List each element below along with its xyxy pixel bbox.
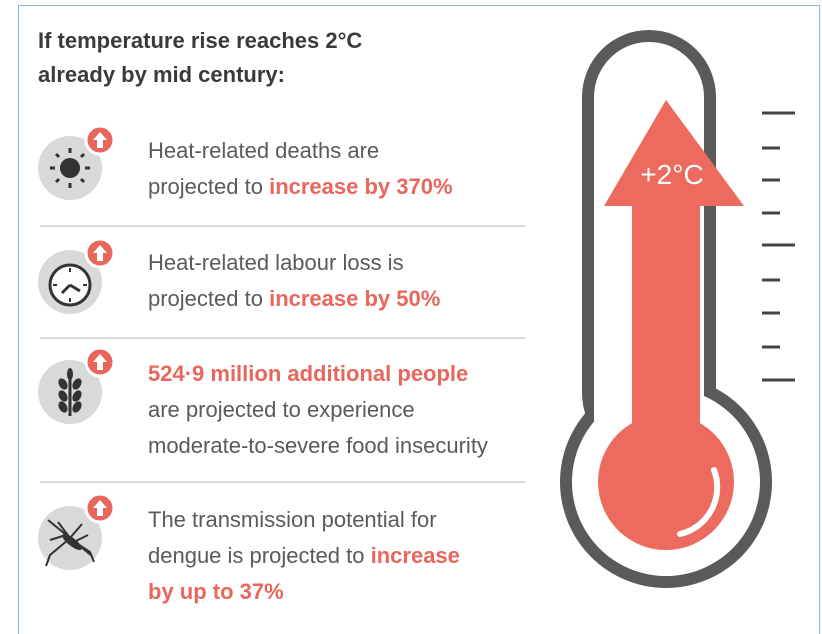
body-text: Heat-related deaths are [148,138,379,163]
highlight-text: by up to 37% [148,579,284,604]
scale-ticks [762,113,795,380]
item-line: projected to increase by 50% [148,281,440,317]
title: If temperature rise reaches 2°C already … [38,24,362,92]
highlight-text: increase by 50% [269,286,440,311]
item-line: by up to 37% [148,574,284,610]
item-line: The transmission potential for [148,502,437,538]
item-line: 524·9 million additional people [148,356,468,392]
highlight-text: 524·9 million additional people [148,361,468,386]
item-line: are projected to experience [148,392,415,428]
thermometer-label: +2°C [640,159,703,190]
item-line: moderate-to-severe food insecurity [148,428,488,464]
item-line: Heat-related labour loss is [148,245,404,281]
highlight-text: increase [371,543,460,568]
item-line: Heat-related deaths are [148,133,379,169]
body-text: Heat-related labour loss is [148,250,404,275]
infographic: +2°C If temperature rise reaches 2°C alr… [0,0,822,634]
body-text: projected to [148,286,269,311]
body-text: dengue is projected to [148,543,371,568]
title-line: If temperature rise reaches 2°C [38,24,362,58]
body-text: projected to [148,174,269,199]
item-line: projected to increase by 370% [148,169,453,205]
title-line: already by mid century: [38,58,362,92]
body-text: are projected to experience [148,397,415,422]
item-line: dengue is projected to increase [148,538,460,574]
thermometer: +2°C [560,30,772,588]
body-text: The transmission potential for [148,507,437,532]
highlight-text: increase by 370% [269,174,452,199]
body-text: moderate-to-severe food insecurity [148,433,488,458]
